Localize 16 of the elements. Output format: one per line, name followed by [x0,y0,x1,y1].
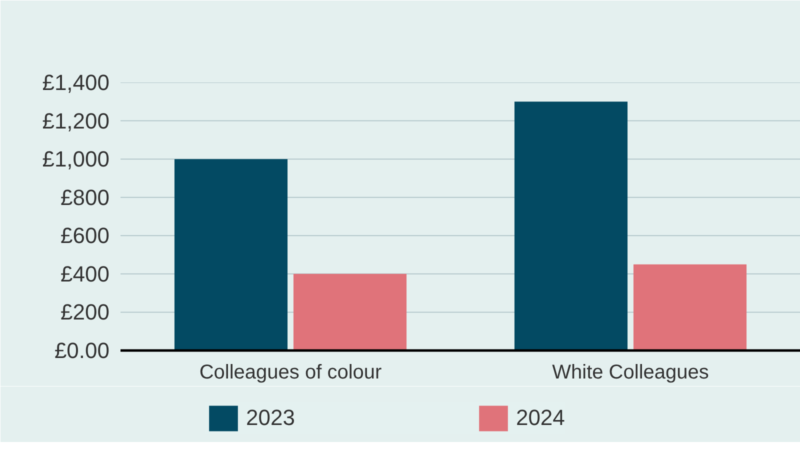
legend-label: 2023 [246,405,295,431]
x-tick-label: White Colleagues [552,362,709,384]
bar [174,159,288,350]
y-tick-label: £800 [60,184,110,210]
y-tick-label: £0.00 [54,338,110,363]
y-tick-label: £1,200 [42,108,110,134]
y-tick-label: £1,000 [42,146,110,172]
bar [514,102,628,350]
legend-label: 2024 [516,405,565,431]
y-tick-label: £200 [60,300,110,325]
bar [293,274,407,350]
y-tick-label: £600 [60,223,110,248]
y-tick-label: £400 [60,261,110,286]
bar [633,264,747,350]
x-tick-label: Colleagues of colour [199,362,382,384]
y-tick-label: £1,400 [42,70,110,95]
